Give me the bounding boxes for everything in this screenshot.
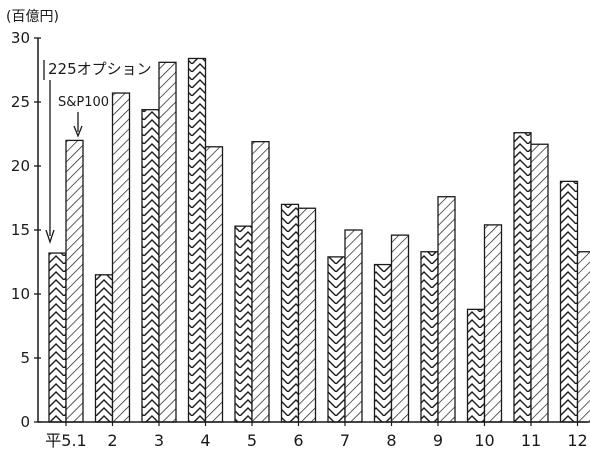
bar-225-option — [187, 57, 207, 423]
bar-series — [48, 57, 590, 423]
y-unit-label: (百億円) — [6, 9, 59, 25]
bar-sp100 — [111, 92, 131, 423]
x-tick-label: 9 — [433, 431, 443, 450]
y-tick-label: 5 — [20, 349, 30, 367]
bar-sp100 — [344, 229, 363, 423]
bar-225-option — [559, 180, 579, 423]
bar-sp100 — [530, 143, 549, 423]
bar-225-option — [280, 203, 300, 423]
series-label-sp100: S&P100 — [58, 95, 109, 110]
x-tick-label: 6 — [293, 431, 303, 450]
bar-sp100 — [297, 207, 317, 423]
bar-sp100 — [576, 251, 590, 423]
x-tick-label: 11 — [521, 431, 541, 450]
x-axis: 平5.1 2 3 4 5 6 7 8 9 10 11 12 — [38, 421, 588, 450]
x-tick-label: 2 — [107, 431, 117, 450]
bar-sp100 — [251, 141, 270, 423]
x-tick-label: 5 — [247, 431, 257, 450]
bar-sp100 — [158, 61, 177, 423]
bar-225-option — [48, 252, 67, 423]
bar-sp100 — [483, 224, 503, 423]
bar-225-option — [141, 109, 160, 423]
x-tick-label: 4 — [200, 431, 210, 450]
arrow-head-sp100 — [73, 125, 83, 138]
bar-225-option — [513, 132, 532, 423]
series-label-225: 225オプション — [48, 60, 152, 78]
y-tick-label: 30 — [11, 29, 30, 47]
bar-sp100 — [390, 234, 410, 423]
x-tick-label: 7 — [340, 431, 350, 450]
bar-225-option — [327, 256, 346, 423]
bar-sp100 — [437, 196, 456, 423]
y-tick-label: 0 — [20, 413, 30, 431]
x-tick-label: 10 — [474, 431, 494, 450]
bar-225-option — [234, 225, 253, 423]
y-tick-label: 25 — [11, 93, 30, 111]
y-tick-label: 10 — [11, 285, 30, 303]
bar-225-option — [373, 263, 393, 423]
x-tick-label: 12 — [567, 431, 587, 450]
bar-225-option — [466, 308, 486, 423]
legend-annotations: 225オプション S&P100 — [43, 60, 152, 245]
y-tick-label: 20 — [11, 157, 30, 175]
y-tick-label: 15 — [11, 221, 30, 239]
bar-225-option — [420, 251, 439, 423]
x-tick-label: 平5.1 — [45, 431, 86, 450]
bar-225-option — [94, 274, 114, 423]
bar-sp100 — [204, 146, 224, 423]
x-tick-label: 8 — [386, 431, 396, 450]
arrow-head-225 — [45, 229, 55, 245]
y-axis: 0 5 10 15 20 25 30 — [11, 29, 41, 431]
bar-sp100 — [65, 139, 84, 423]
x-tick-label: 3 — [154, 431, 164, 450]
